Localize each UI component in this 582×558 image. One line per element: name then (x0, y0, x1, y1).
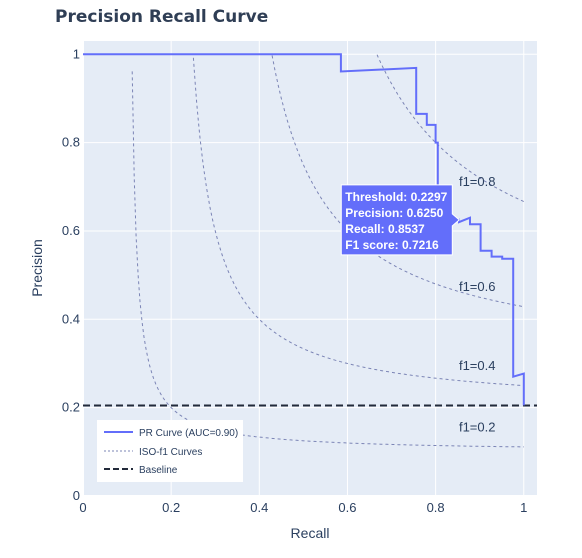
y-axis-ticks: 0 0.2 0.4 0.6 0.8 1 (62, 46, 80, 503)
legend-label-pr[interactable]: PR Curve (AUC=0.90) (139, 428, 238, 439)
zero-lines (82, 41, 537, 497)
y-tick-label: 0 (73, 488, 80, 503)
hover-recall: Recall: 0.8537 (345, 222, 425, 236)
iso-f1-curve (192, 57, 525, 387)
x-axis-ticks: 0 0.2 0.4 0.6 0.8 1 (79, 500, 527, 515)
x-tick-label: 1 (520, 500, 527, 515)
pr-curve-line[interactable] (83, 53, 525, 406)
iso-f1-curve (376, 54, 525, 203)
iso-f1-label: f1=0.6 (459, 279, 496, 294)
chart-title: Precision Recall Curve (55, 7, 268, 27)
legend-label-baseline[interactable]: Baseline (139, 465, 178, 476)
x-axis-label: Recall (291, 525, 330, 541)
legend: PR Curve (AUC=0.90) ISO-f1 Curves Baseli… (97, 420, 243, 482)
iso-f1-labels: f1=0.2 f1=0.4 f1=0.6 f1=0.8 (459, 174, 496, 434)
iso-f1-label: f1=0.4 (459, 358, 496, 373)
y-tick-label: 0.8 (62, 135, 80, 150)
x-tick-label: 0.2 (162, 500, 180, 515)
x-tick-label: 0.6 (338, 500, 356, 515)
hover-f1: F1 score: 0.7216 (345, 238, 439, 252)
hover-tooltip: Threshold: 0.2297 Precision: 0.6250 Reca… (340, 184, 461, 256)
legend-label-iso[interactable]: ISO-f1 Curves (139, 447, 202, 458)
hover-threshold: Threshold: 0.2297 (345, 190, 447, 204)
x-tick-label: 0.4 (250, 500, 268, 515)
hover-box (340, 184, 461, 256)
y-axis-label: Precision (29, 239, 45, 297)
hover-precision: Precision: 0.6250 (345, 206, 443, 220)
y-tick-label: 0.6 (62, 223, 80, 238)
iso-f1-label: f1=0.2 (459, 419, 496, 434)
y-tick-label: 0.4 (62, 311, 80, 326)
y-tick-label: 0.2 (62, 400, 80, 415)
y-tick-label: 1 (73, 46, 80, 61)
x-tick-label: 0 (79, 500, 86, 515)
x-tick-label: 0.8 (427, 500, 445, 515)
iso-f1-label: f1=0.8 (459, 174, 496, 189)
